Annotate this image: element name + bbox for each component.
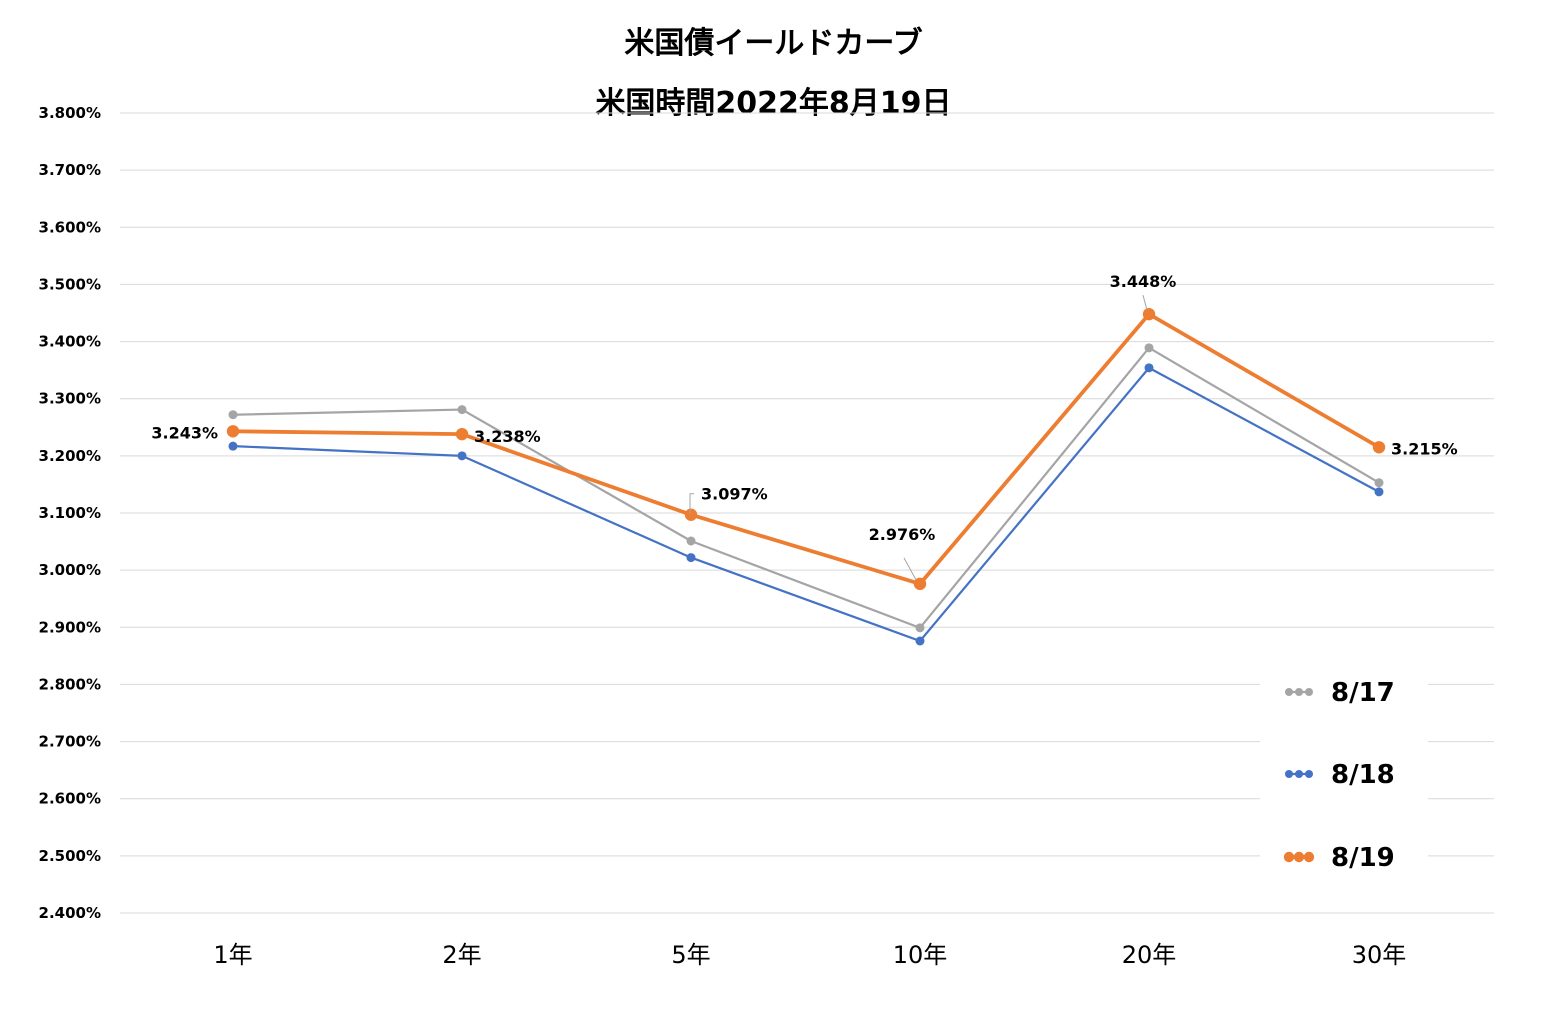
legend-label: 8/18 xyxy=(1331,760,1395,790)
y-tick-label: 2.700% xyxy=(39,733,101,751)
chart-subtitle: 米国時間2022年8月19日 xyxy=(595,86,952,121)
legend-marker xyxy=(1295,770,1303,778)
data-point xyxy=(915,636,925,646)
data-point xyxy=(913,577,927,591)
legend-marker xyxy=(1305,770,1313,778)
y-tick-label: 2.900% xyxy=(39,618,101,636)
y-tick-label: 2.400% xyxy=(39,904,101,922)
data-label: 3.215% xyxy=(1391,439,1458,458)
series-8-17 xyxy=(228,343,1384,633)
data-point xyxy=(1142,307,1156,321)
x-tick-label: 5年 xyxy=(671,941,710,969)
x-tick-label: 2年 xyxy=(442,941,481,969)
legend-item: 8/19 xyxy=(1283,843,1395,873)
legend: 8/17 8/18 8/19 xyxy=(1260,660,1428,890)
legend-marker xyxy=(1295,688,1303,696)
data-point xyxy=(1374,487,1384,497)
data-point xyxy=(457,451,467,461)
y-axis-ticks: 3.800% 3.700% 3.600% 3.500% 3.400% 3.300% 3.20… xyxy=(39,104,101,922)
legend-marker xyxy=(1285,770,1293,778)
label-leader-line xyxy=(1142,295,1148,311)
data-label: 3.097% xyxy=(701,485,768,504)
data-point xyxy=(1372,441,1386,454)
data-point xyxy=(226,425,240,438)
label-leader-line xyxy=(689,493,694,514)
legend-marker xyxy=(1285,688,1293,696)
legend-marker xyxy=(1305,688,1313,696)
series-line xyxy=(232,346,1380,629)
series-8-19 xyxy=(226,307,1386,591)
data-point xyxy=(684,508,698,521)
gridlines xyxy=(120,112,1494,914)
series-layer xyxy=(226,307,1386,646)
data-point xyxy=(228,410,238,420)
series-line xyxy=(232,312,1380,586)
legend-marker xyxy=(1293,851,1305,863)
label-leader-line xyxy=(903,557,917,581)
series-line xyxy=(232,366,1380,643)
y-tick-label: 3.700% xyxy=(39,161,101,179)
y-tick-label: 2.500% xyxy=(39,847,101,865)
y-tick-label: 3.600% xyxy=(39,218,101,236)
data-point xyxy=(1144,343,1154,353)
x-tick-label: 10年 xyxy=(893,941,948,969)
y-tick-label: 3.400% xyxy=(39,333,101,351)
x-tick-label: 1年 xyxy=(213,941,252,969)
data-point xyxy=(686,536,696,546)
x-tick-label: 30年 xyxy=(1352,941,1407,969)
y-tick-label: 3.000% xyxy=(39,561,101,579)
data-point xyxy=(1374,478,1384,488)
data-label: 3.448% xyxy=(1110,272,1177,291)
y-tick-label: 3.200% xyxy=(39,447,101,465)
x-axis-ticks: 1年 2年 5年 10年 20年 30年 xyxy=(213,941,1406,969)
data-label: 2.976% xyxy=(869,525,936,544)
y-tick-label: 3.100% xyxy=(39,504,101,522)
y-tick-label: 2.800% xyxy=(39,675,101,693)
legend-item: 8/18 xyxy=(1285,760,1395,790)
data-point xyxy=(686,553,696,563)
x-tick-label: 20年 xyxy=(1122,941,1177,969)
legend-marker xyxy=(1303,851,1315,863)
data-label: 3.243% xyxy=(151,423,218,442)
y-tick-label: 3.500% xyxy=(39,275,101,293)
series-8-18 xyxy=(228,363,1384,646)
legend-item: 8/17 xyxy=(1285,678,1395,708)
legend-label: 8/19 xyxy=(1331,843,1395,873)
data-point xyxy=(915,623,925,633)
y-tick-label: 3.800% xyxy=(39,104,101,122)
data-point xyxy=(455,427,469,441)
y-tick-label: 3.300% xyxy=(39,390,101,408)
legend-marker xyxy=(1283,851,1295,863)
y-tick-label: 2.600% xyxy=(39,790,101,808)
data-label: 3.238% xyxy=(474,427,541,446)
data-labels: 3.243% 3.238% 3.097% 2.976% 3.448% 3.215% xyxy=(151,272,1458,581)
data-point xyxy=(457,405,467,415)
data-point xyxy=(1144,363,1154,373)
legend-label: 8/17 xyxy=(1331,678,1395,708)
chart-title: 米国債イールドカーブ xyxy=(624,26,923,61)
data-point xyxy=(228,441,238,451)
